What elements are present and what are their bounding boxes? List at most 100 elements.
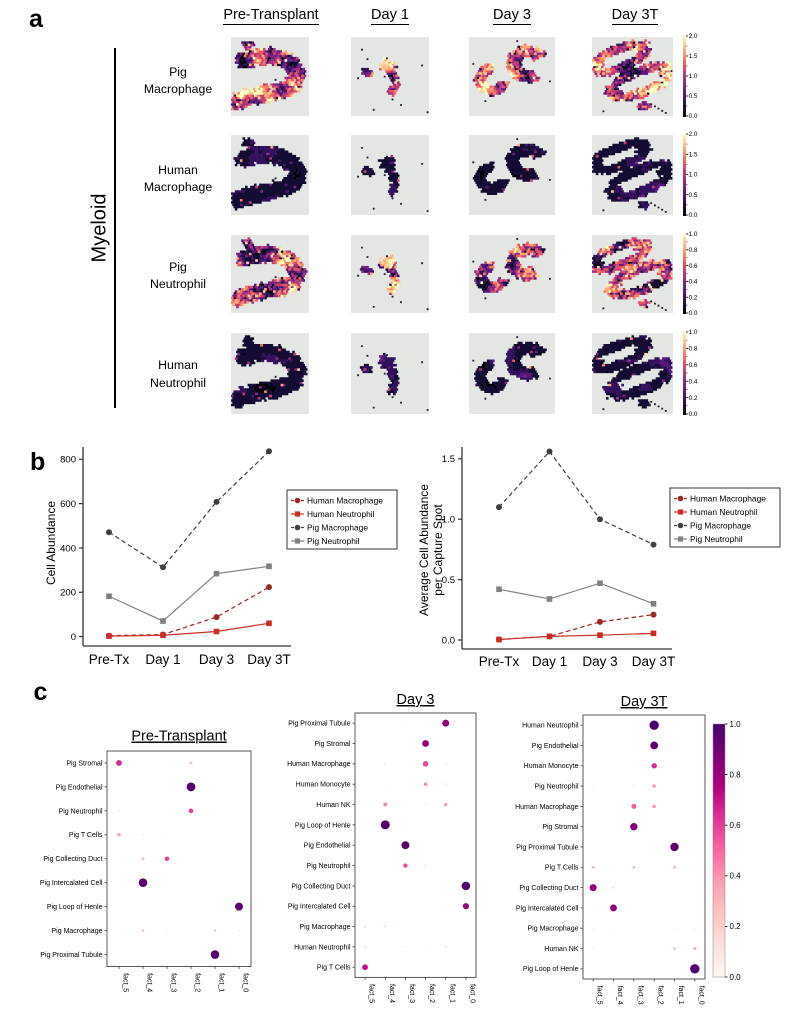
svg-text:0.5: 0.5 (689, 192, 698, 199)
svg-text:Pig Macrophage: Pig Macrophage (307, 523, 368, 533)
svg-text:Pig Macrophage: Pig Macrophage (690, 521, 751, 531)
svg-text:fact_3: fact_3 (169, 973, 176, 992)
svg-text:Pig Neutrophil: Pig Neutrophil (59, 808, 103, 815)
svg-text:Pig Stromal: Pig Stromal (542, 824, 579, 831)
svg-text:Day 1: Day 1 (532, 654, 567, 669)
svg-text:1.0: 1.0 (689, 231, 698, 238)
svg-text:Pig Macrophage: Pig Macrophage (52, 928, 103, 935)
svg-text:Human Macrophage: Human Macrophage (690, 494, 766, 504)
svg-text:fact_5: fact_5 (121, 973, 128, 992)
svg-text:0.8: 0.8 (689, 346, 698, 353)
svg-text:Human Neutrophil: Human Neutrophil (307, 509, 375, 519)
svg-text:Day 1: Day 1 (145, 652, 180, 667)
svg-text:Pig Intercalated Cell: Pig Intercalated Cell (288, 904, 351, 911)
svg-text:Day 3T: Day 3T (247, 652, 291, 667)
svg-text:Day 3T: Day 3T (621, 694, 668, 710)
svg-text:Cell Abundance: Cell Abundance (44, 501, 58, 585)
svg-text:Human Macrophage: Human Macrophage (287, 761, 351, 768)
svg-text:Pig T Cells: Pig T Cells (317, 965, 351, 972)
svg-text:Pig Neutrophil: Pig Neutrophil (307, 536, 360, 546)
svg-text:Pig Stromal: Pig Stromal (66, 760, 103, 767)
svg-text:Pig Collecting Duct: Pig Collecting Duct (43, 856, 102, 863)
svg-text:0.4: 0.4 (689, 378, 698, 385)
svg-text:Pig Neutrophil: Pig Neutrophil (690, 534, 743, 544)
svg-text:fact_0: fact_0 (241, 973, 248, 992)
svg-text:fact_2: fact_2 (657, 986, 664, 1005)
svg-text:Pig Collecting Duct: Pig Collecting Duct (291, 883, 350, 890)
svg-text:0.2: 0.2 (730, 922, 742, 931)
svg-text:Human Neutrophil: Human Neutrophil (690, 507, 758, 517)
svg-text:Human Monocyte: Human Monocyte (524, 763, 579, 770)
svg-text:Human NK: Human NK (316, 802, 351, 809)
svg-text:0.0: 0.0 (689, 310, 698, 317)
svg-text:Pig Loop of Henle: Pig Loop of Henle (295, 822, 351, 829)
svg-text:fact_4: fact_4 (616, 986, 623, 1005)
svg-text:Pig Proximal Tubule: Pig Proximal Tubule (288, 721, 350, 728)
svg-text:Human Neutrophil: Human Neutrophil (294, 944, 351, 951)
svg-text:0.0: 0.0 (442, 635, 455, 646)
svg-text:1.5: 1.5 (689, 151, 698, 158)
svg-text:2.0: 2.0 (689, 131, 698, 138)
svg-text:0.0: 0.0 (689, 212, 698, 219)
svg-text:Pig T Cells: Pig T Cells (545, 865, 579, 872)
svg-text:b: b (30, 448, 45, 476)
svg-text:Pig Endothelial: Pig Endothelial (532, 743, 579, 750)
svg-text:0.0: 0.0 (689, 113, 698, 120)
svg-text:0: 0 (71, 632, 76, 643)
svg-text:Human Monocyte: Human Monocyte (296, 782, 351, 789)
svg-text:0.6: 0.6 (730, 821, 742, 830)
svg-text:Day 3: Day 3 (582, 654, 617, 669)
svg-text:2.0: 2.0 (689, 33, 698, 40)
svg-text:Pig Proximal Tubule: Pig Proximal Tubule (516, 844, 578, 851)
svg-text:fact_1: fact_1 (677, 986, 684, 1005)
svg-text:0.6: 0.6 (689, 263, 698, 270)
svg-text:Pig Neutrophil: Pig Neutrophil (307, 863, 351, 870)
svg-text:1.5: 1.5 (689, 53, 698, 60)
svg-text:Human Macrophage: Human Macrophage (307, 496, 383, 506)
svg-text:1.0: 1.0 (442, 515, 455, 526)
svg-text:600: 600 (60, 499, 76, 510)
svg-text:fact_2: fact_2 (428, 984, 435, 1003)
svg-text:Pig T Cells: Pig T Cells (69, 832, 103, 839)
svg-text:0.5: 0.5 (442, 575, 455, 586)
svg-text:Pig Endothelial: Pig Endothelial (304, 843, 351, 850)
svg-text:1.0: 1.0 (689, 329, 698, 336)
svg-text:Pig Intercalated Cell: Pig Intercalated Cell (40, 880, 103, 887)
svg-text:0.4: 0.4 (689, 279, 698, 286)
svg-text:Day 3T: Day 3T (632, 654, 676, 669)
svg-text:fact_5: fact_5 (596, 986, 603, 1005)
svg-text:0.4: 0.4 (730, 872, 742, 881)
svg-text:0.0: 0.0 (730, 973, 742, 982)
svg-text:Pig Endothelial: Pig Endothelial (56, 784, 103, 791)
svg-text:Pig Collecting Duct: Pig Collecting Duct (519, 885, 578, 892)
svg-text:Pig Macrophage: Pig Macrophage (528, 926, 579, 933)
svg-text:Pig Loop of Henle: Pig Loop of Henle (523, 966, 579, 973)
svg-text:fact_5: fact_5 (368, 984, 375, 1003)
svg-text:Day 3: Day 3 (199, 652, 234, 667)
svg-text:Average Cell Abundance: Average Cell Abundance (417, 484, 431, 616)
svg-text:Day 3: Day 3 (397, 692, 435, 708)
svg-text:fact_0: fact_0 (697, 986, 704, 1005)
svg-text:Pre-Transplant: Pre-Transplant (131, 729, 226, 745)
svg-text:200: 200 (60, 588, 76, 599)
svg-text:400: 400 (60, 543, 76, 554)
svg-text:Human Neutrophil: Human Neutrophil (522, 723, 579, 730)
svg-text:Pig Intercalated Cell: Pig Intercalated Cell (516, 905, 579, 912)
svg-text:Pre-Tx: Pre-Tx (89, 652, 130, 667)
svg-text:0.5: 0.5 (689, 93, 698, 100)
svg-text:fact_1: fact_1 (217, 973, 224, 992)
svg-text:fact_4: fact_4 (145, 973, 152, 992)
svg-text:fact_3: fact_3 (408, 984, 415, 1003)
svg-text:0.2: 0.2 (689, 294, 698, 301)
svg-text:Pig Neutrophil: Pig Neutrophil (535, 783, 579, 790)
svg-text:Pig Macrophage: Pig Macrophage (300, 924, 351, 931)
svg-text:c: c (34, 678, 48, 706)
svg-text:1.0: 1.0 (689, 73, 698, 80)
svg-text:per Capture Spot: per Capture Spot (431, 504, 445, 596)
svg-text:fact_1: fact_1 (448, 984, 455, 1003)
svg-text:1.0: 1.0 (689, 172, 698, 179)
svg-text:Pig Proximal Tubule: Pig Proximal Tubule (40, 952, 102, 959)
svg-text:0.8: 0.8 (730, 770, 742, 779)
svg-text:0.6: 0.6 (689, 362, 698, 369)
svg-text:0.8: 0.8 (689, 247, 698, 254)
